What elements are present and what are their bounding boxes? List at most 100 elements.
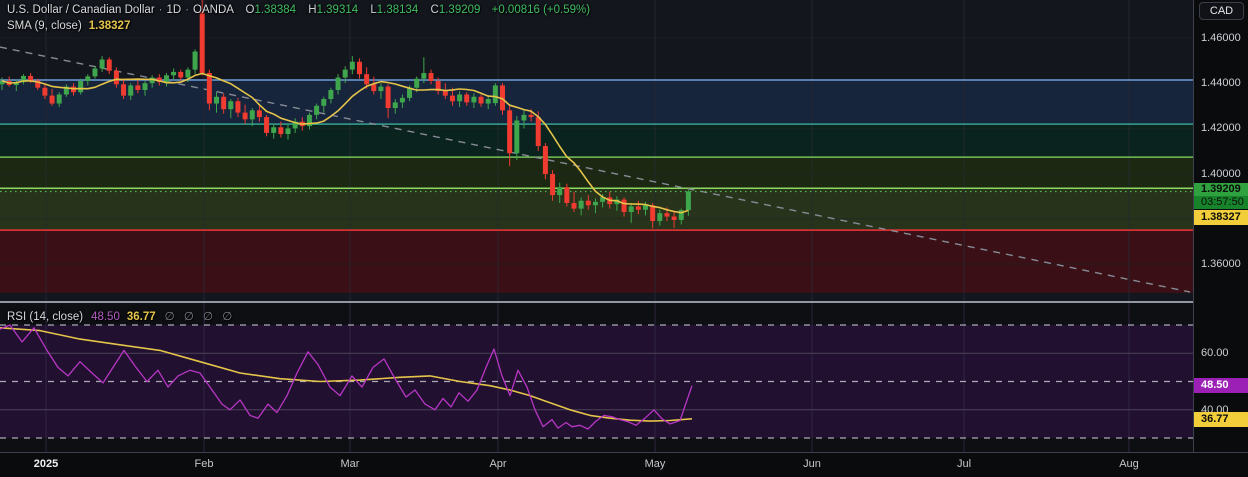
rsi-label[interactable]: RSI (14, close) [7,311,84,323]
candle-body[interactable] [49,95,55,104]
candle-body[interactable] [199,12,205,74]
sma-indicator-legend[interactable]: SMA (9, close) 1.38327 [7,20,130,32]
candle-body[interactable] [249,110,255,120]
symbol-legend[interactable]: U.S. Dollar / Canadian Dollar · 1D · OANDA O… [7,4,590,16]
candle-body[interactable] [113,70,119,85]
candle-body[interactable] [514,120,520,154]
candle-body[interactable] [128,85,134,96]
candle-body[interactable] [414,78,420,88]
candle-body[interactable] [99,59,105,69]
candle-body[interactable] [657,213,663,222]
candle-body[interactable] [685,191,691,211]
currency-toggle-button[interactable]: CAD [1199,2,1244,20]
exchange-label[interactable]: OANDA [193,4,234,16]
candle-body[interactable] [464,94,470,103]
candle-body[interactable] [500,85,505,111]
candle-body[interactable] [671,216,677,220]
candle-body[interactable] [156,77,162,83]
candle-body[interactable] [457,94,463,102]
time-axis-label[interactable]: Aug [1119,458,1139,470]
candle-body[interactable] [485,99,491,104]
candle-body[interactable] [335,77,341,90]
candle-body[interactable] [85,76,91,81]
candle-body[interactable] [564,187,570,203]
candle-body[interactable] [292,121,298,129]
candle-body[interactable] [600,197,606,202]
candle-body[interactable] [378,86,384,92]
candle-body[interactable] [678,210,684,220]
candle-body[interactable] [471,96,477,103]
candle-body[interactable] [278,127,284,135]
candle-body[interactable] [242,112,248,120]
candle-body[interactable] [535,117,541,147]
time-axis-label[interactable]: Mar [340,458,360,470]
candle-body[interactable] [635,206,641,210]
candle-body[interactable] [407,87,413,98]
timeframe-label[interactable]: 1D [166,4,182,16]
candle-body[interactable] [56,94,62,104]
candle-body[interactable] [135,85,141,90]
symbol-title[interactable]: U.S. Dollar / Canadian Dollar [7,4,155,16]
candle-body[interactable] [507,110,513,154]
candle-body[interactable] [449,95,455,102]
time-axis[interactable]: 2025 Feb Mar Apr May Jun Jul Aug [0,453,1248,477]
candle-body[interactable] [235,101,241,113]
rsi-line[interactable] [0,324,693,430]
candle-body[interactable] [149,77,155,84]
candle-body[interactable] [349,61,355,70]
candle-body[interactable] [342,69,348,78]
candle-body[interactable] [478,96,484,104]
candle-body[interactable] [492,85,498,104]
candle-body[interactable] [385,86,391,109]
candle-body[interactable] [364,74,370,85]
candle-body[interactable] [650,205,656,222]
candle-body[interactable] [442,91,448,96]
candle-body[interactable] [285,128,291,135]
candle-body[interactable] [550,174,556,196]
candle-body[interactable] [542,146,548,175]
candle-body[interactable] [214,96,219,104]
pane-resize-handle[interactable] [0,301,1248,303]
candle-body[interactable] [306,114,312,127]
time-axis-label[interactable]: Jul [956,458,972,470]
candle-body[interactable] [0,80,5,85]
candle-body[interactable] [264,117,270,133]
candle-body[interactable] [314,105,320,115]
candle-body[interactable] [20,75,26,83]
candle-body[interactable] [357,61,362,75]
candle-body[interactable] [392,102,398,109]
candle-body[interactable] [171,71,177,76]
candle-body[interactable] [557,187,563,196]
candle-body[interactable] [228,101,234,110]
candle-body[interactable] [78,80,84,93]
rsi-ma-line[interactable] [0,327,693,422]
candle-body[interactable] [192,51,198,70]
candle-body[interactable] [643,205,648,210]
candle-body[interactable] [142,83,148,90]
candle-body[interactable] [178,71,184,78]
candle-body[interactable] [371,84,377,92]
candle-body[interactable] [521,114,527,121]
candle-body[interactable] [628,206,634,213]
candle-body[interactable] [328,89,334,100]
time-axis-label[interactable]: May [644,458,666,470]
candle-body[interactable] [528,114,534,118]
candle-body[interactable] [42,87,48,96]
candle-body[interactable] [578,200,584,209]
candle-body[interactable] [399,97,405,103]
candle-body[interactable] [321,99,327,106]
candle-body[interactable] [106,59,112,71]
candle-body[interactable] [92,68,98,77]
time-axis-label[interactable]: 2025 [33,458,59,470]
time-axis-label[interactable]: Apr [489,458,507,470]
candle-body[interactable] [221,96,227,110]
candle-body[interactable] [421,73,427,79]
candle-body[interactable] [63,86,69,95]
candle-body[interactable] [435,80,441,92]
candle-body[interactable] [271,127,277,133]
candle-body[interactable] [585,200,591,206]
candle-body[interactable] [185,69,191,78]
candle-body[interactable] [256,110,262,118]
rsi-pane-canvas[interactable] [0,303,1193,452]
candle-body[interactable] [664,213,670,217]
